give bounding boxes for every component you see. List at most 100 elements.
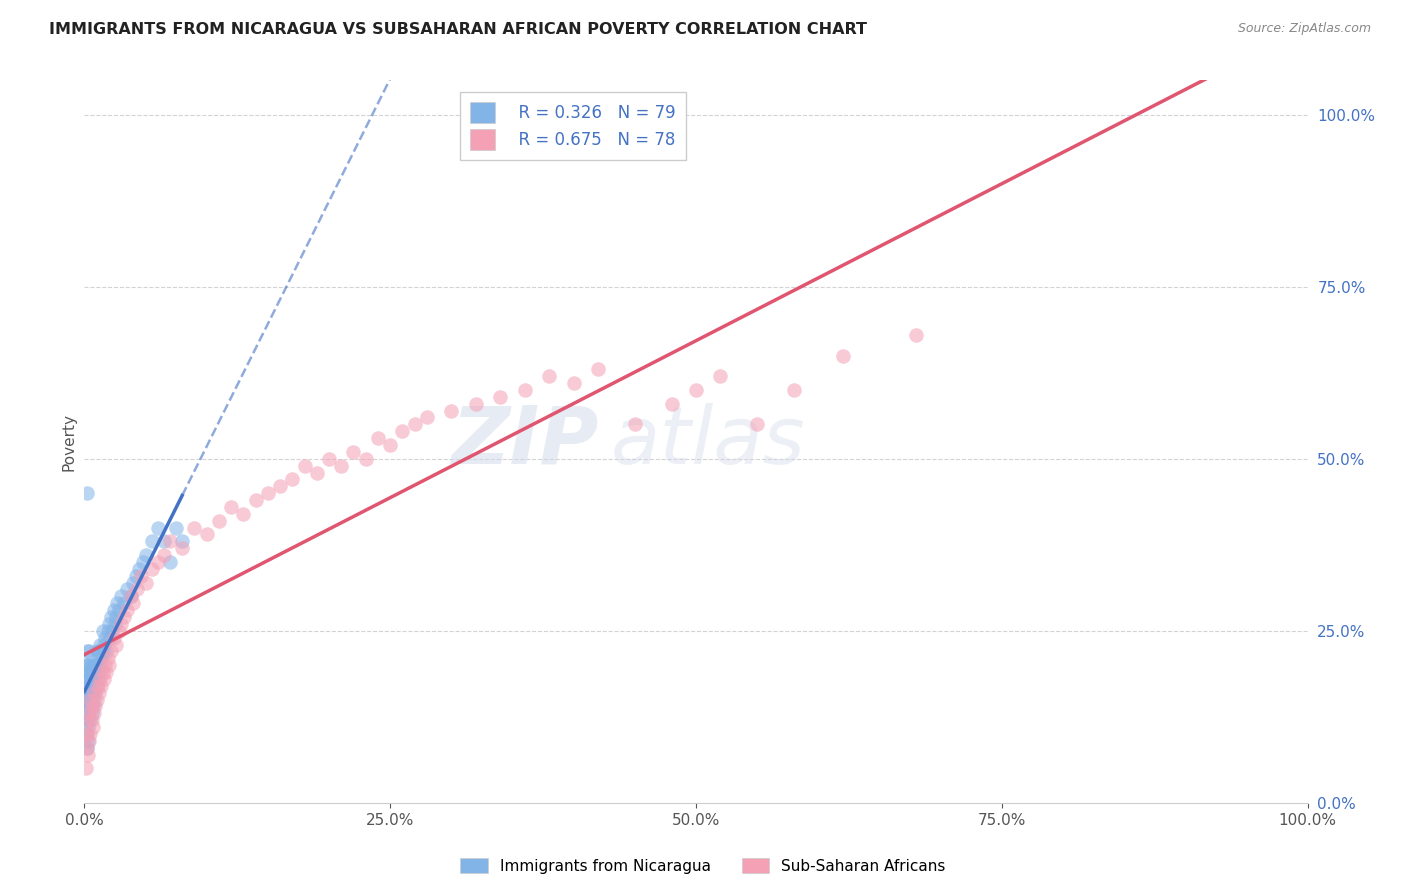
Point	[76, 699, 98, 714]
Point	[75, 761, 97, 775]
Point	[75, 658, 97, 673]
Point	[80, 713, 103, 727]
Legend: Immigrants from Nicaragua, Sub-Saharan Africans: Immigrants from Nicaragua, Sub-Saharan A…	[454, 852, 952, 880]
Point	[110, 616, 132, 631]
Point	[89, 658, 111, 673]
Point	[90, 679, 112, 693]
Point	[172, 534, 194, 549]
Point	[562, 376, 585, 390]
Point	[129, 568, 152, 582]
Legend:   R = 0.326   N = 79,   R = 0.675   N = 78: R = 0.326 N = 79, R = 0.675 N = 78	[460, 92, 686, 160]
Text: atlas: atlas	[610, 402, 806, 481]
Point	[77, 713, 100, 727]
Point	[77, 720, 100, 734]
Point	[107, 603, 129, 617]
Point	[89, 638, 111, 652]
Point	[77, 679, 100, 693]
Point	[195, 527, 218, 541]
Point	[80, 699, 103, 714]
Point	[87, 644, 110, 658]
Point	[93, 638, 115, 652]
Point	[86, 679, 108, 693]
Point	[120, 590, 142, 604]
Point	[103, 631, 125, 645]
Point	[87, 651, 110, 665]
Point	[77, 672, 100, 686]
Point	[513, 383, 536, 397]
Point	[153, 548, 176, 562]
Text: Source: ZipAtlas.com: Source: ZipAtlas.com	[1237, 22, 1371, 36]
Point	[380, 438, 402, 452]
Point	[783, 383, 806, 397]
Point	[257, 486, 280, 500]
Point	[75, 672, 97, 686]
Point	[115, 603, 138, 617]
Text: IMMIGRANTS FROM NICARAGUA VS SUBSAHARAN AFRICAN POVERTY CORRELATION CHART: IMMIGRANTS FROM NICARAGUA VS SUBSAHARAN …	[49, 22, 868, 37]
Point	[76, 672, 98, 686]
Point	[77, 686, 100, 700]
Point	[87, 665, 110, 679]
Point	[112, 610, 135, 624]
Point	[146, 555, 169, 569]
Y-axis label: Poverty: Poverty	[60, 412, 76, 471]
Point	[97, 658, 120, 673]
Point	[91, 644, 114, 658]
Point	[79, 713, 101, 727]
Point	[76, 686, 98, 700]
Point	[101, 624, 124, 638]
Point	[245, 493, 267, 508]
Point	[110, 590, 132, 604]
Point	[86, 644, 108, 658]
Point	[831, 349, 853, 363]
Point	[342, 445, 364, 459]
Point	[135, 575, 157, 590]
Point	[80, 706, 103, 721]
Point	[77, 699, 100, 714]
Point	[125, 568, 148, 582]
Point	[82, 679, 104, 693]
Point	[135, 548, 157, 562]
Point	[80, 686, 103, 700]
Point	[77, 734, 100, 748]
Point	[305, 466, 328, 480]
Point	[105, 596, 128, 610]
Point	[318, 451, 340, 466]
Point	[97, 624, 120, 638]
Point	[83, 706, 105, 721]
Point	[709, 369, 731, 384]
Point	[94, 658, 117, 673]
Point	[94, 631, 117, 645]
Point	[416, 410, 439, 425]
Point	[82, 720, 104, 734]
Point	[87, 672, 110, 686]
Point	[86, 658, 108, 673]
Point	[208, 514, 231, 528]
Point	[132, 555, 155, 569]
Point	[83, 672, 105, 686]
Point	[84, 665, 107, 679]
Point	[685, 383, 707, 397]
Point	[146, 520, 169, 534]
Point	[84, 699, 107, 714]
Point	[141, 562, 163, 576]
Point	[79, 692, 101, 706]
Point	[404, 417, 426, 432]
Point	[330, 458, 353, 473]
Point	[79, 665, 101, 679]
Point	[128, 562, 150, 576]
Point	[91, 665, 114, 679]
Point	[100, 610, 122, 624]
Point	[76, 740, 98, 755]
Point	[76, 658, 98, 673]
Point	[219, 500, 242, 514]
Point	[661, 397, 683, 411]
Point	[281, 472, 304, 486]
Point	[440, 403, 463, 417]
Point	[79, 727, 101, 741]
Point	[105, 638, 128, 652]
Text: ZIP: ZIP	[451, 402, 598, 481]
Point	[367, 431, 389, 445]
Point	[77, 665, 100, 679]
Point	[159, 555, 181, 569]
Point	[103, 603, 125, 617]
